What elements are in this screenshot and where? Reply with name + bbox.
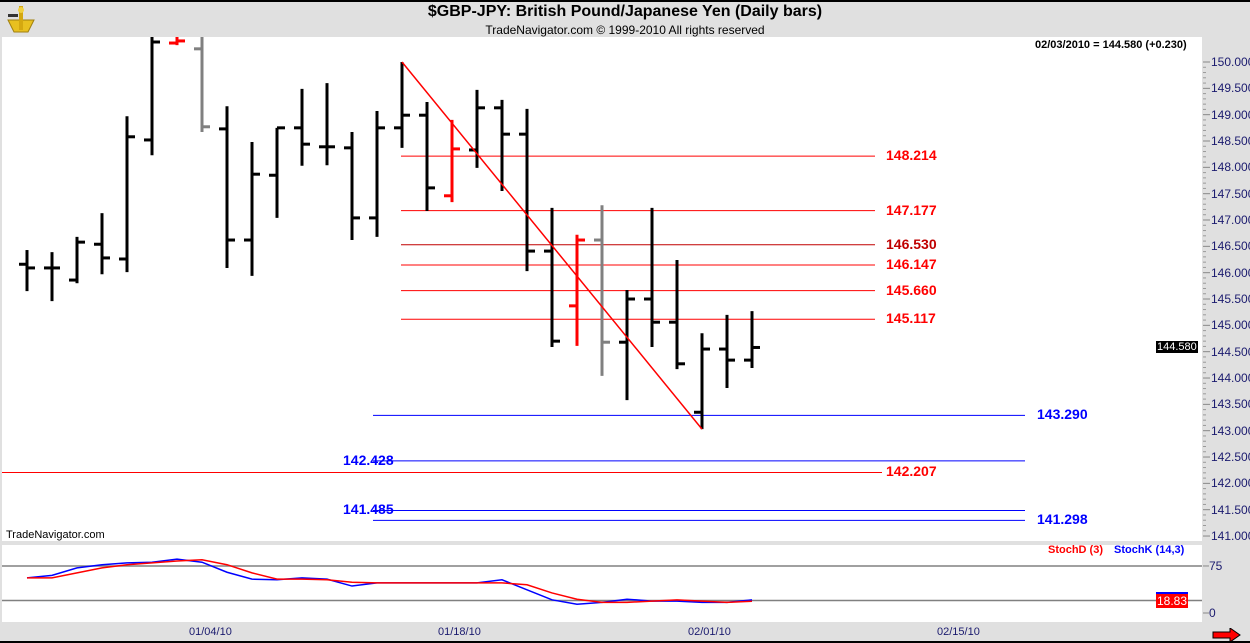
x-tick-label: 01/04/10 bbox=[189, 626, 232, 638]
price-axis[interactable] bbox=[1203, 37, 1250, 622]
level-label: 141.485 bbox=[343, 501, 394, 518]
x-tick-label: 01/18/10 bbox=[438, 626, 481, 638]
x-tick-label: 02/01/10 bbox=[688, 626, 731, 638]
stoch-line-d bbox=[27, 558, 753, 604]
stoch-tick-label: 75 bbox=[1209, 558, 1223, 573]
x-tick-label: 02/15/10 bbox=[937, 626, 980, 638]
level-label: 141.298 bbox=[1037, 511, 1088, 528]
y-tick-label: 146.000 bbox=[1211, 265, 1250, 280]
y-tick-label: 144.000 bbox=[1211, 371, 1250, 386]
level-label: 145.660 bbox=[886, 281, 937, 298]
y-tick-label: 143.500 bbox=[1211, 397, 1250, 412]
scroll-right-arrow-icon[interactable] bbox=[1212, 628, 1242, 642]
top-border bbox=[0, 0, 1250, 2]
y-tick-label: 147.500 bbox=[1211, 186, 1250, 201]
level-label: 146.147 bbox=[886, 255, 937, 272]
stoch-value-tag: 18.83 bbox=[1156, 592, 1189, 608]
watermark: TradeNavigator.com bbox=[6, 529, 105, 541]
y-tick-label: 145.000 bbox=[1211, 318, 1250, 333]
current-price-tag: 144.580 bbox=[1156, 341, 1198, 353]
y-tick-label: 144.500 bbox=[1211, 344, 1250, 359]
y-tick-label: 141.500 bbox=[1211, 502, 1250, 517]
y-tick-label: 150.000 bbox=[1211, 55, 1250, 69]
y-tick-label: 147.000 bbox=[1211, 213, 1250, 227]
y-tick-label: 143.000 bbox=[1211, 423, 1250, 438]
legend-stochk: StochK (14,3) bbox=[1114, 544, 1185, 556]
chart-subtitle: TradeNavigator.com © 1999-2010 All right… bbox=[485, 23, 765, 37]
trendline bbox=[401, 61, 703, 430]
y-tick-label: 149.000 bbox=[1211, 107, 1250, 122]
y-tick-label: 148.500 bbox=[1211, 134, 1250, 148]
level-label: 142.428 bbox=[343, 451, 394, 468]
level-label: 143.290 bbox=[1037, 406, 1088, 423]
stochastic-panel[interactable] bbox=[2, 545, 1202, 622]
chart-title: $GBP-JPY: British Pound/Japanese Yen (Da… bbox=[427, 3, 823, 20]
y-tick-label: 149.500 bbox=[1211, 81, 1250, 96]
legend-stochd: StochD (3) bbox=[1048, 544, 1103, 556]
level-label: 142.207 bbox=[886, 463, 937, 480]
y-tick-label: 145.500 bbox=[1211, 292, 1250, 306]
sextant-logo-icon bbox=[7, 6, 35, 33]
y-tick-label: 142.000 bbox=[1211, 476, 1250, 491]
y-tick-label: 142.500 bbox=[1211, 450, 1250, 465]
y-tick-label: 146.500 bbox=[1211, 239, 1250, 254]
bottom-border bbox=[0, 641, 1250, 643]
y-tick-label: 141.000 bbox=[1211, 529, 1250, 544]
level-label: 146.530 bbox=[886, 235, 937, 252]
stoch-tick-label: 0 bbox=[1209, 606, 1216, 620]
level-label: 145.117 bbox=[886, 310, 936, 327]
y-tick-label: 148.000 bbox=[1211, 160, 1250, 175]
level-label: 148.214 bbox=[886, 147, 937, 164]
level-label: 147.177 bbox=[886, 201, 937, 218]
last-price-info: 02/03/2010 = 144.580 (+0.230) bbox=[1035, 39, 1187, 51]
